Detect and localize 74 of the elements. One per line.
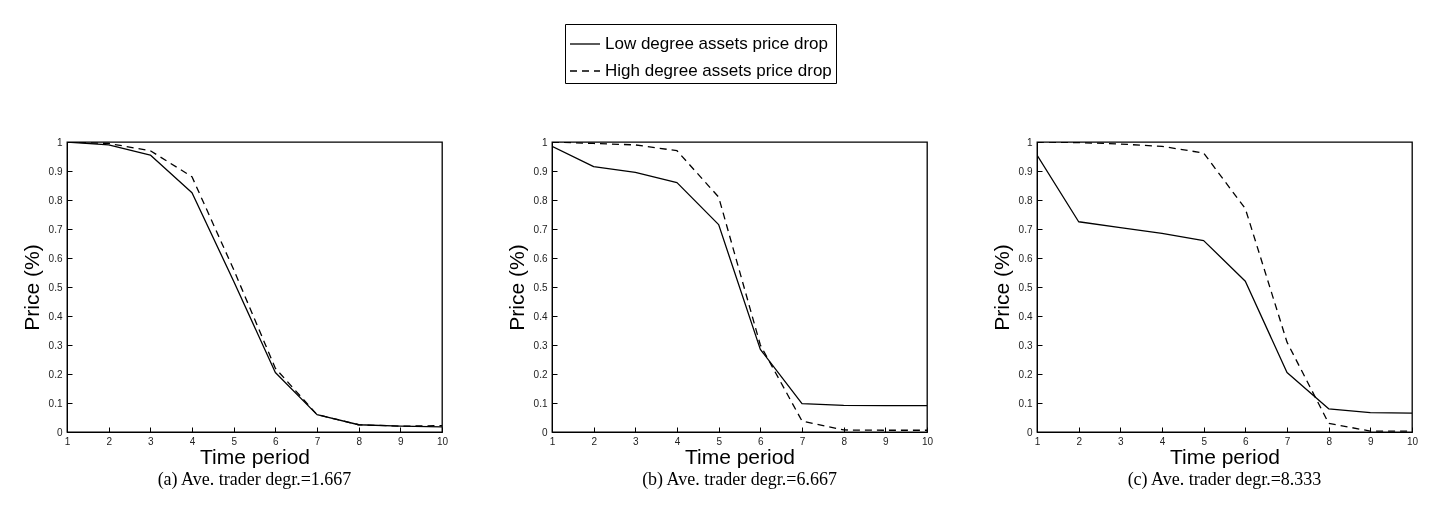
x-tick-label: 9 bbox=[883, 435, 890, 447]
legend-label: High degree assets price drop bbox=[605, 61, 832, 80]
x-tick-label: 9 bbox=[1368, 435, 1375, 447]
x-tick-label: 1 bbox=[549, 435, 556, 447]
x-axis-title: Time period bbox=[1169, 444, 1281, 468]
y-tick-label: 0.2 bbox=[533, 368, 548, 380]
y-axis-title: Price (%) bbox=[504, 244, 528, 331]
x-tick-label: 10 bbox=[921, 435, 934, 447]
y-tick-label: 0.5 bbox=[1018, 281, 1033, 293]
x-tick-label: 6 bbox=[273, 435, 280, 447]
y-tick-label: 0.4 bbox=[48, 310, 63, 322]
x-tick-label: 7 bbox=[799, 435, 806, 447]
x-tick-label: 1 bbox=[64, 435, 71, 447]
x-tick-label: 7 bbox=[314, 435, 321, 447]
y-tick-label: 0.2 bbox=[48, 368, 63, 380]
x-tick-label: 10 bbox=[1406, 435, 1419, 447]
y-tick-label: 0.4 bbox=[533, 310, 548, 322]
y-axis-title: Price (%) bbox=[19, 244, 43, 331]
y-tick-label: 0.3 bbox=[1018, 339, 1033, 351]
legend-label: Low degree assets price drop bbox=[605, 34, 829, 53]
y-tick-label: 0 bbox=[56, 426, 63, 438]
y-tick-label: 0.8 bbox=[1018, 194, 1033, 206]
x-tick-label: 2 bbox=[106, 435, 113, 447]
text: (b) Ave. trader degr.=6.667 bbox=[642, 469, 837, 490]
x-axis-title: Time period bbox=[684, 444, 796, 468]
y-tick-label: 0.9 bbox=[533, 165, 548, 177]
y-tick-label: 0.3 bbox=[533, 339, 548, 351]
x-tick-label: 3 bbox=[1118, 435, 1125, 447]
y-tick-label: 1 bbox=[56, 136, 63, 148]
x-tick-label: 1 bbox=[1034, 435, 1041, 447]
y-tick-label: 0.8 bbox=[48, 194, 63, 206]
x-tick-label: 8 bbox=[1326, 435, 1333, 447]
x-tick-label: 8 bbox=[356, 435, 363, 447]
x-tick-label: 9 bbox=[398, 435, 405, 447]
x-tick-label: 10 bbox=[436, 435, 449, 447]
x-tick-label: 7 bbox=[1284, 435, 1291, 447]
text: (c) Ave. trader degr.=8.333 bbox=[1127, 469, 1322, 490]
x-tick-label: 4 bbox=[189, 435, 196, 447]
y-tick-label: 0.9 bbox=[1018, 165, 1033, 177]
x-tick-label: 3 bbox=[148, 435, 155, 447]
x-tick-label: 6 bbox=[758, 435, 765, 447]
y-tick-label: 0.5 bbox=[48, 281, 63, 293]
y-tick-label: 0.7 bbox=[533, 223, 548, 235]
y-axis-title: Price (%) bbox=[989, 244, 1013, 331]
y-tick-label: 1 bbox=[541, 136, 548, 148]
x-tick-label: 4 bbox=[674, 435, 681, 447]
y-tick-label: 0.2 bbox=[1018, 368, 1033, 380]
y-tick-label: 0.6 bbox=[48, 252, 63, 264]
x-tick-label: 2 bbox=[1076, 435, 1083, 447]
y-tick-label: 0.7 bbox=[1018, 223, 1033, 235]
x-tick-label: 4 bbox=[1159, 435, 1166, 447]
x-axis-title: Time period bbox=[199, 444, 311, 468]
y-tick-label: 0.4 bbox=[1018, 310, 1033, 322]
x-tick-label: 2 bbox=[591, 435, 598, 447]
y-tick-label: 0 bbox=[1026, 426, 1033, 438]
y-tick-label: 0.1 bbox=[1018, 397, 1033, 409]
y-tick-label: 0.6 bbox=[533, 252, 548, 264]
y-tick-label: 0.7 bbox=[48, 223, 63, 235]
x-tick-label: 5 bbox=[1201, 435, 1208, 447]
y-tick-label: 1 bbox=[1026, 136, 1033, 148]
y-tick-label: 0.6 bbox=[1018, 252, 1033, 264]
x-tick-label: 5 bbox=[716, 435, 723, 447]
x-tick-label: 5 bbox=[231, 435, 238, 447]
y-tick-label: 0.3 bbox=[48, 339, 63, 351]
y-tick-label: 0.1 bbox=[533, 397, 548, 409]
x-tick-label: 3 bbox=[633, 435, 640, 447]
x-tick-label: 8 bbox=[841, 435, 848, 447]
y-tick-label: 0.5 bbox=[533, 281, 548, 293]
y-tick-label: 0 bbox=[541, 426, 548, 438]
y-tick-label: 0.1 bbox=[48, 397, 63, 409]
x-tick-label: 6 bbox=[1243, 435, 1250, 447]
y-tick-label: 0.9 bbox=[48, 165, 63, 177]
y-tick-label: 0.8 bbox=[533, 194, 548, 206]
text: (a) Ave. trader degr.=1.667 bbox=[157, 469, 352, 490]
